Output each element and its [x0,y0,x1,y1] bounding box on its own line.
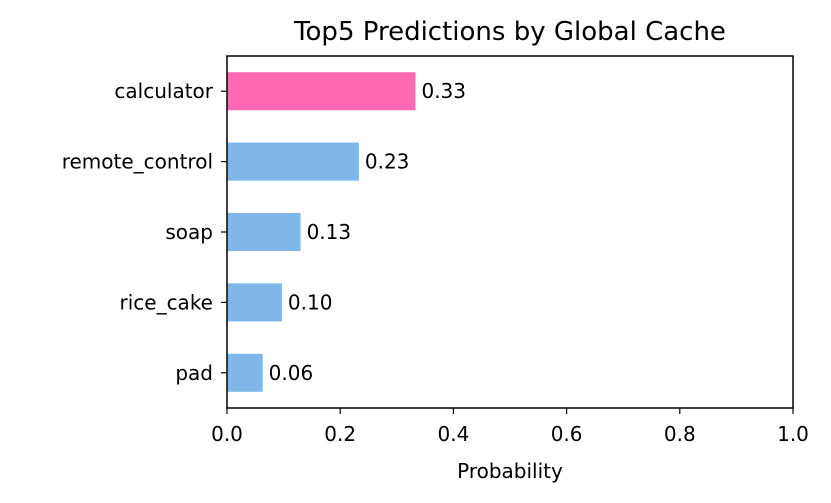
value-label-calculator: 0.33 [421,79,466,103]
chart-title: Top5 Predictions by Global Cache [293,17,726,47]
bar-soap [227,212,301,252]
plot-frame [226,55,794,409]
value-label-pad: 0.06 [269,361,314,385]
bar-rice_cake [227,283,282,322]
y-tick-label-soap: soap [165,220,213,244]
value-label-remote_control: 0.23 [365,150,410,174]
y-tick-label-rice_cake: rice_cake [119,290,213,314]
bar-calculator [227,72,416,111]
y-tick-label-calculator: calculator [114,79,213,103]
bar-pad [227,353,263,392]
x-tick-label: 1.0 [777,422,809,446]
x-tick-label: 0.4 [437,422,469,446]
bar-remote_control [227,142,359,181]
x-tick-label: 0.0 [211,422,243,446]
value-label-soap: 0.13 [307,220,352,244]
x-tick-label: 0.6 [551,422,583,446]
x-ticks: 0.0 0.2 0.4 0.6 0.8 1.0 [211,408,809,446]
y-tick-label-remote_control: remote_control [62,150,213,174]
x-tick-label: 0.2 [324,422,356,446]
value-label-rice_cake: 0.10 [288,290,333,314]
bars-group: 0.33 0.23 0.13 0.10 0.06 [227,72,466,392]
y-tick-label-pad: pad [175,361,213,385]
x-axis-label: Probability [457,459,563,483]
x-tick-label: 0.8 [664,422,696,446]
